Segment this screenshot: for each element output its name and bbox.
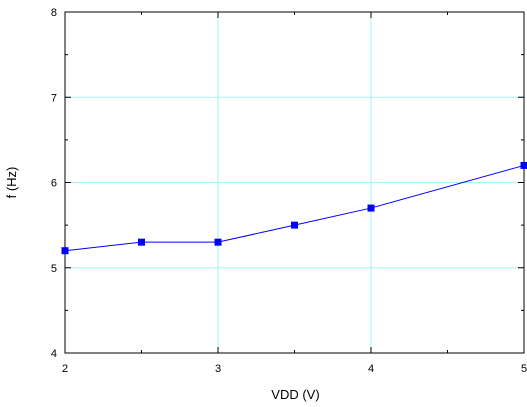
x-tick-label: 3 xyxy=(215,363,221,375)
series xyxy=(61,161,527,255)
x-tick-label: 2 xyxy=(62,363,68,375)
y-tick-labels: 4 5 6 7 8 xyxy=(51,7,57,360)
data-point-marker xyxy=(138,238,145,246)
y-axis-title: f (Hz) xyxy=(4,167,19,199)
data-point-marker xyxy=(520,161,527,169)
data-point-marker xyxy=(214,238,222,246)
y-tick-label: 7 xyxy=(51,92,57,104)
x-tick-label: 4 xyxy=(368,363,374,375)
axis-ticks xyxy=(64,11,525,354)
data-point-marker xyxy=(61,247,69,255)
x-axis-title: VDD (V) xyxy=(271,387,319,402)
data-point-marker xyxy=(367,204,375,212)
x-tick-labels: 2 3 4 5 xyxy=(62,363,527,375)
x-tick-label: 5 xyxy=(521,363,527,375)
y-tick-label: 8 xyxy=(51,7,57,19)
series-line xyxy=(64,164,525,252)
y-tick-label: 6 xyxy=(51,178,57,190)
grid-lines xyxy=(65,12,524,353)
y-tick-label: 5 xyxy=(51,263,57,275)
data-point-marker xyxy=(291,221,298,229)
y-tick-label: 4 xyxy=(51,348,57,360)
